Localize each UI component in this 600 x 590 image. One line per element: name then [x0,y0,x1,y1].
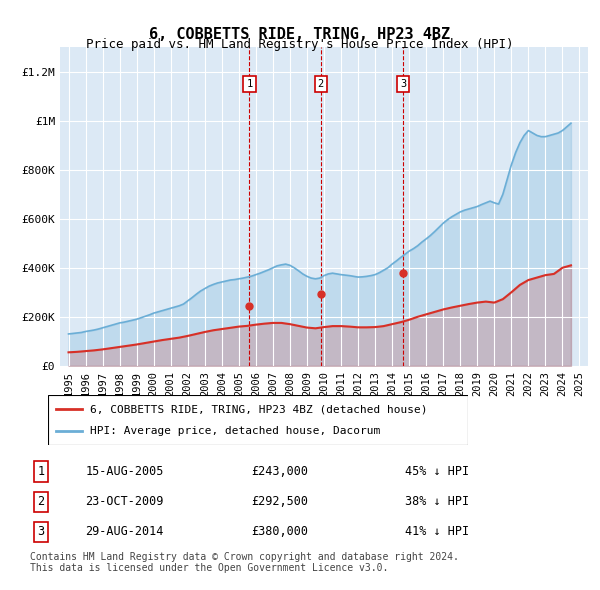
Text: 6, COBBETTS RIDE, TRING, HP23 4BZ (detached house): 6, COBBETTS RIDE, TRING, HP23 4BZ (detac… [90,404,427,414]
Text: 1: 1 [37,465,44,478]
Text: 3: 3 [37,525,44,538]
FancyBboxPatch shape [48,395,468,445]
Text: 6, COBBETTS RIDE, TRING, HP23 4BZ: 6, COBBETTS RIDE, TRING, HP23 4BZ [149,27,451,41]
Text: Price paid vs. HM Land Registry's House Price Index (HPI): Price paid vs. HM Land Registry's House … [86,38,514,51]
Text: 2: 2 [317,79,324,89]
Text: 23-OCT-2009: 23-OCT-2009 [85,495,164,508]
Text: 45% ↓ HPI: 45% ↓ HPI [406,465,469,478]
Text: 41% ↓ HPI: 41% ↓ HPI [406,525,469,538]
Text: Contains HM Land Registry data © Crown copyright and database right 2024.
This d: Contains HM Land Registry data © Crown c… [30,552,459,573]
Text: £380,000: £380,000 [251,525,308,538]
Text: 3: 3 [400,79,406,89]
Text: 15-AUG-2005: 15-AUG-2005 [85,465,164,478]
Text: HPI: Average price, detached house, Dacorum: HPI: Average price, detached house, Daco… [90,427,380,437]
Text: 29-AUG-2014: 29-AUG-2014 [85,525,164,538]
Text: 1: 1 [246,79,253,89]
Text: £292,500: £292,500 [251,495,308,508]
Text: 38% ↓ HPI: 38% ↓ HPI [406,495,469,508]
Text: £243,000: £243,000 [251,465,308,478]
Text: 2: 2 [37,495,44,508]
